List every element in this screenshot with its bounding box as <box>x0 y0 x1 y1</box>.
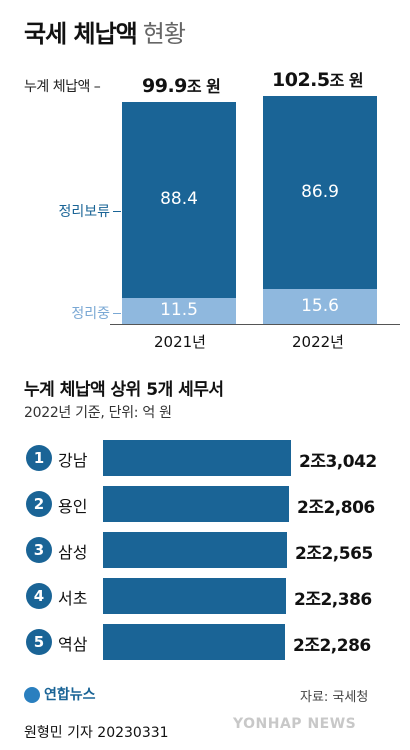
bar-segment-top: 86.9 <box>263 96 377 290</box>
rank-office-name: 강남 <box>58 451 88 470</box>
total-unit: 조 원 <box>186 77 221 96</box>
total-value-2021: 99.9조 원 <box>142 73 221 97</box>
bar-value-label: 15.6 <box>301 295 339 316</box>
reporter-credit: 원형민 기자 20230331 <box>24 725 169 741</box>
ranking-row: 5 역삼 2조2,286 <box>0 622 410 662</box>
bar-segment-bottom: 15.6 <box>263 289 377 324</box>
legend-label-bottom: 정리중 <box>71 306 110 322</box>
ranking-row: 1 강남 2조3,042 <box>0 438 410 478</box>
yonhap-logo: 연합뉴스 <box>24 684 96 704</box>
rank-bar <box>103 578 286 614</box>
x-tick-2021: 2021년 <box>154 333 206 351</box>
rank-bar <box>103 486 289 522</box>
rank-number-badge: 1 <box>26 445 52 471</box>
watermark: YONHAP NEWS <box>233 716 357 732</box>
bar-value-label: 88.4 <box>160 189 198 210</box>
rank-office-name: 용인 <box>58 497 88 516</box>
rank-value-label: 2조2,806 <box>297 498 375 518</box>
x-tick-2022: 2022년 <box>292 333 344 351</box>
ranking-title: 누계 체납액 상위 5개 세무서 <box>24 380 224 400</box>
ranking-row: 2 용인 2조2,806 <box>0 484 410 524</box>
title-text: 국세 체납액 <box>24 20 138 48</box>
logo-text: 연합뉴스 <box>44 687 96 703</box>
rank-office-name: 삼성 <box>58 543 88 562</box>
rank-value-label: 2조2,386 <box>294 590 372 610</box>
rank-office-name: 역삼 <box>58 635 88 654</box>
total-number: 102.5 <box>272 69 330 91</box>
rank-bar <box>103 532 287 568</box>
source-text: 자료: 국세청 <box>300 690 369 705</box>
rank-office-name: 서초 <box>58 589 88 608</box>
ranking-row: 4 서초 2조2,386 <box>0 576 410 616</box>
total-label: 누계 체납액 – <box>24 79 101 95</box>
bar-segment-bottom: 11.5 <box>122 298 236 324</box>
legend-tick-top <box>113 211 121 212</box>
ranking-row: 3 삼성 2조2,565 <box>0 530 410 570</box>
rank-bar <box>103 624 285 660</box>
page-title: 국세 체납액 현황 <box>24 14 186 49</box>
rank-value-label: 2조3,042 <box>299 452 377 472</box>
legend-label-top: 정리보류 <box>58 204 110 220</box>
total-number: 99.9 <box>142 75 187 97</box>
stacked-bar-chart: 11.5 88.4 15.6 86.9 <box>0 0 410 330</box>
rank-number-badge: 3 <box>26 537 52 563</box>
rank-bar <box>103 440 291 476</box>
rank-number-badge: 4 <box>26 583 52 609</box>
ranking-subtitle: 2022년 기준, 단위: 억 원 <box>24 405 172 421</box>
total-value-2022: 102.5조 원 <box>272 67 364 91</box>
rank-number-badge: 2 <box>26 491 52 517</box>
chart-baseline <box>110 324 400 325</box>
total-unit: 조 원 <box>329 71 364 90</box>
rank-value-label: 2조2,286 <box>293 636 371 656</box>
legend-tick-bottom <box>113 313 121 314</box>
title-subtitle: 현황 <box>142 20 186 48</box>
rank-number-badge: 5 <box>26 629 52 655</box>
bar-value-label: 11.5 <box>160 300 198 321</box>
bar-value-label: 86.9 <box>301 181 339 202</box>
rank-value-label: 2조2,565 <box>295 544 373 564</box>
yonhap-logo-icon <box>24 687 40 703</box>
bar-segment-top: 88.4 <box>122 101 236 299</box>
